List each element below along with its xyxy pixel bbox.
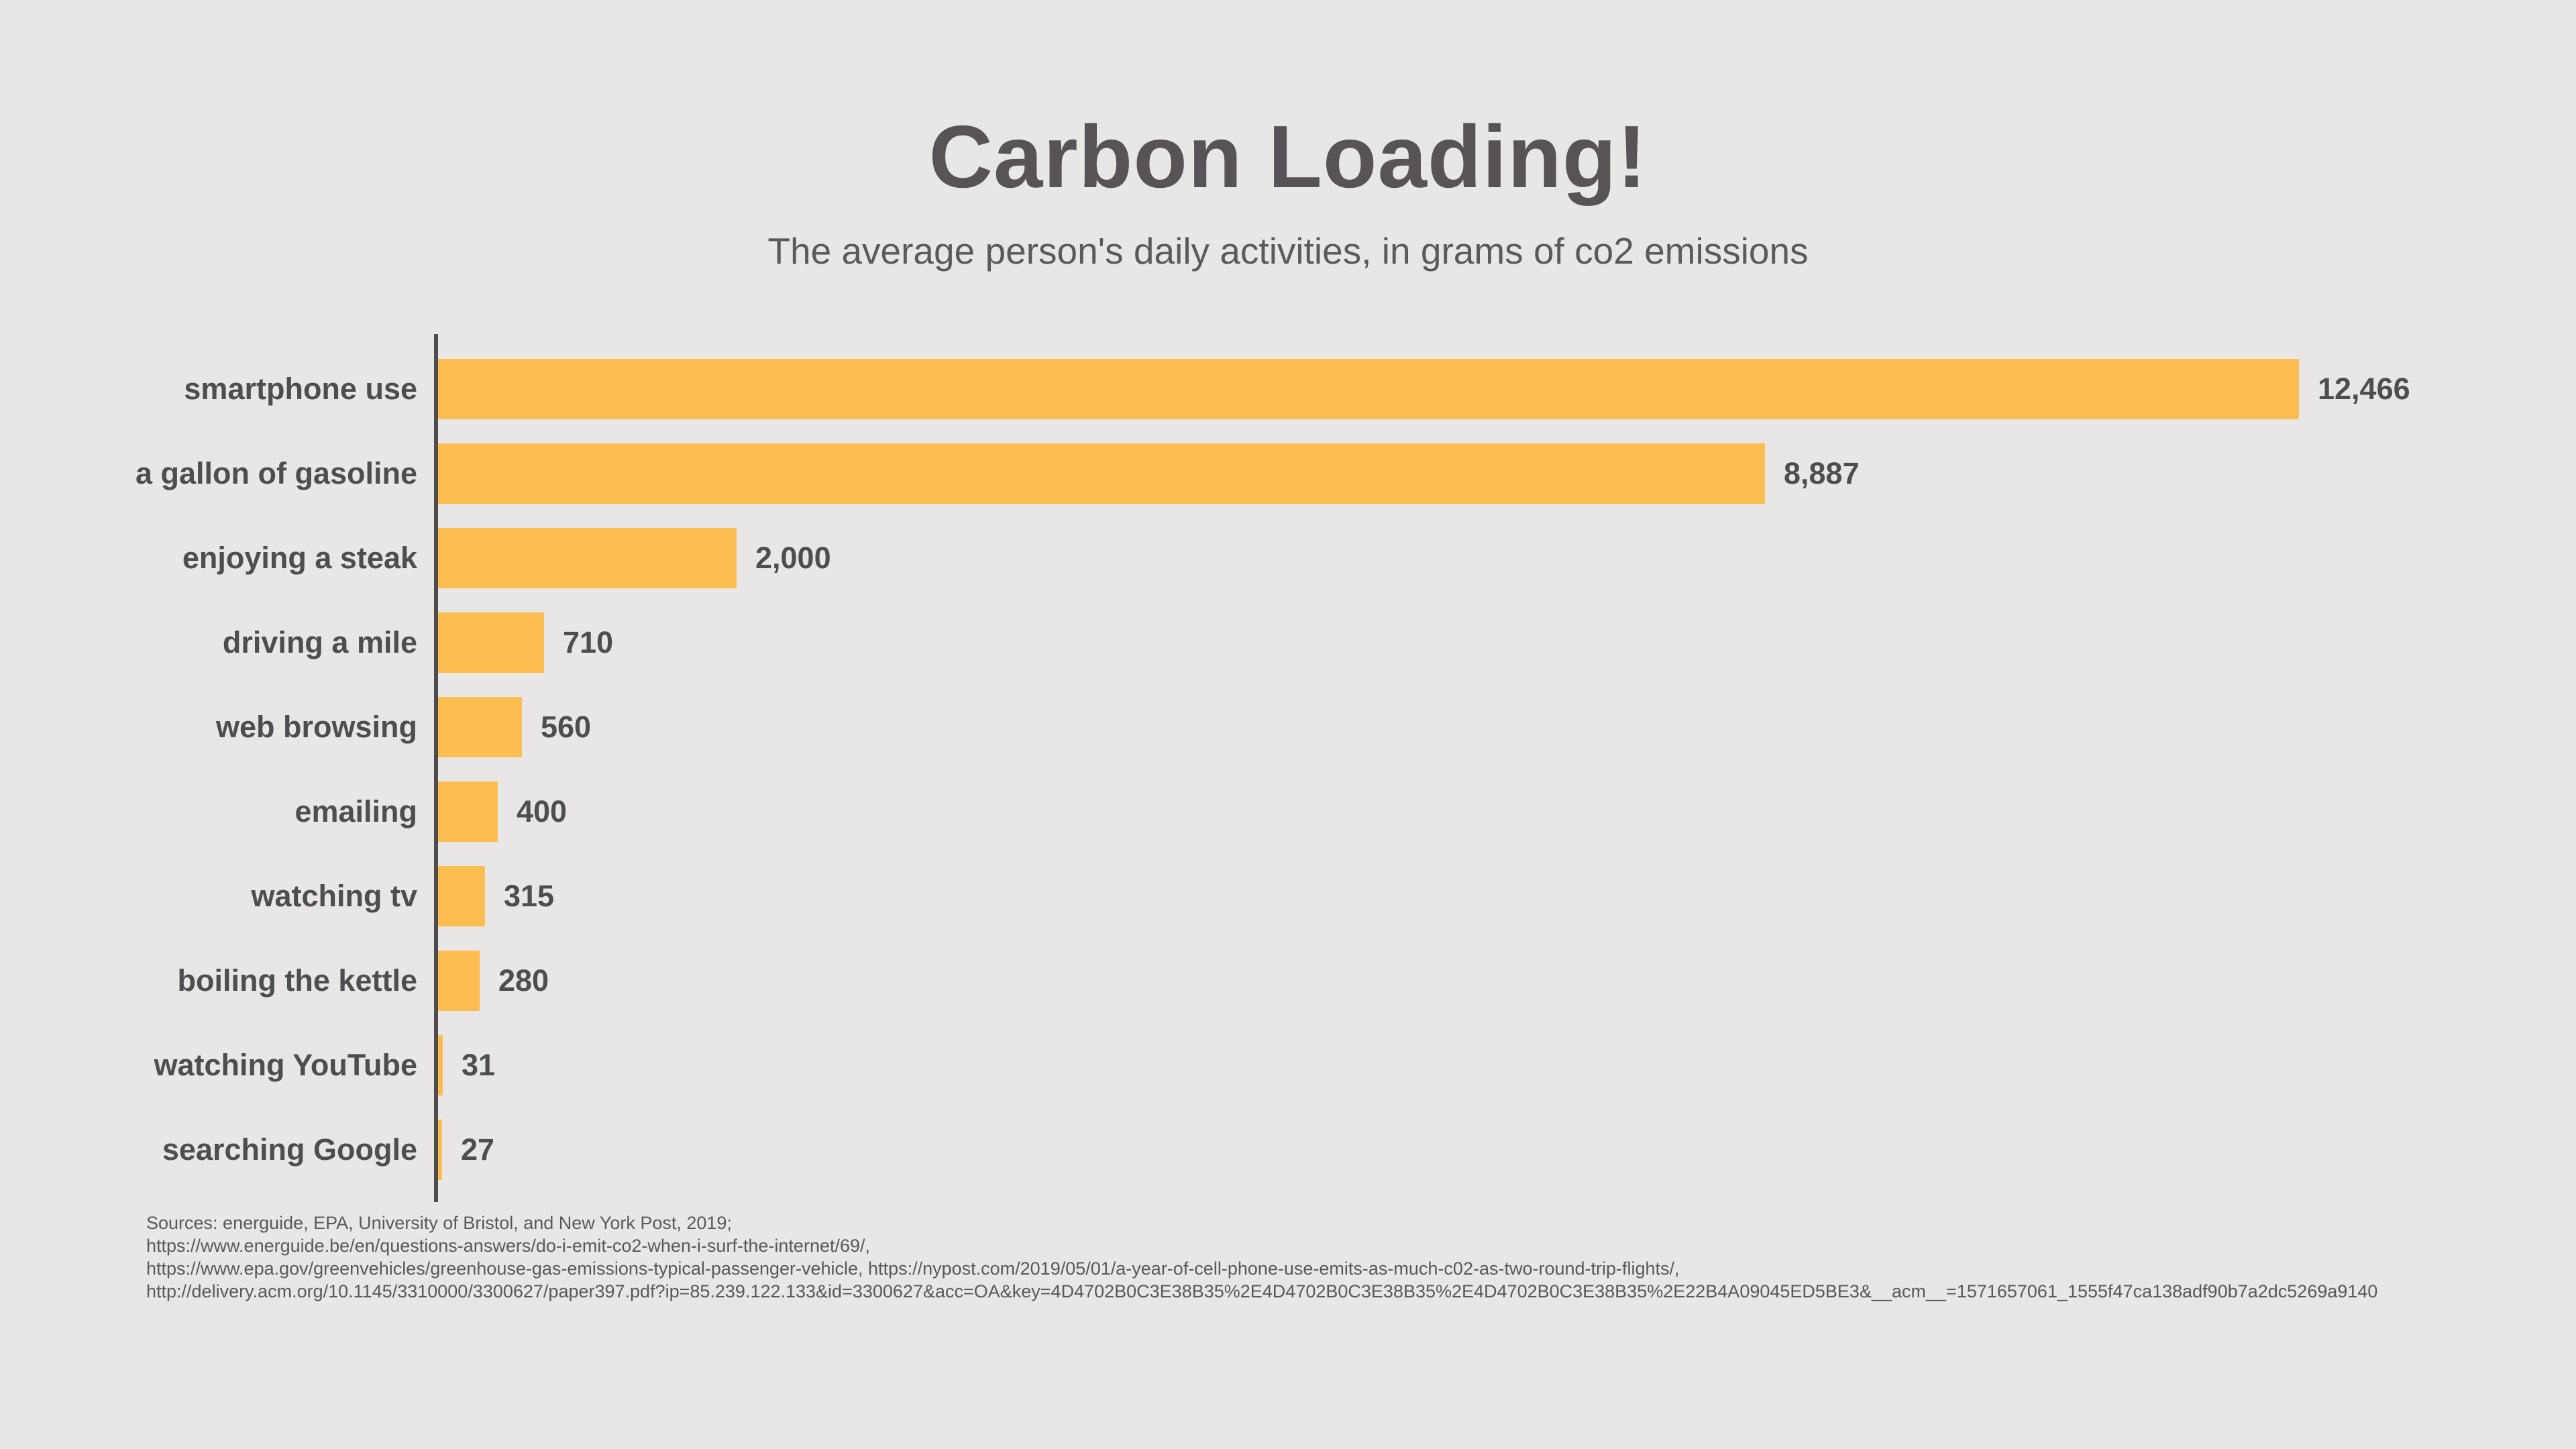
bar [438,443,1765,504]
bar-row: boiling the kettle 280 [0,938,2576,1023]
bar-category-label: searching Google [162,1132,417,1167]
bar [438,866,485,926]
bar-row: emailing 400 [0,769,2576,854]
bar-value-label: 2,000 [755,541,831,575]
bar-category-label: a gallon of gasoline [135,456,417,490]
bar-value-label: 31 [462,1048,496,1082]
sources-line: https://www.epa.gov/greenvehicles/greenh… [146,1258,1680,1279]
bar-value-label: 27 [461,1132,495,1167]
chart-title: Carbon Loading! [928,107,1648,206]
bar [438,782,498,842]
bar-row: driving a mile 710 [0,600,2576,685]
bar-row: watching tv 315 [0,854,2576,938]
bar-category-label: web browsing [215,710,417,744]
bar-category-label: watching tv [251,879,417,913]
y-axis-line [434,334,438,1202]
bar-row: searching Google 27 [0,1108,2576,1192]
bar-category-label: watching YouTube [154,1048,418,1082]
bar [438,528,737,588]
bar-row: smartphone use 12,466 [0,347,2576,431]
bar-value-label: 8,887 [1784,456,1860,490]
bar-category-label: enjoying a steak [182,541,417,575]
bar-value-label: 400 [517,794,568,828]
sources-line: Sources: energuide, EPA, University of B… [146,1213,732,1233]
bar-chart: smartphone use 12,466 a gallon of gasoline… [0,347,2576,1192]
bar-row: a gallon of gasoline 8,887 [0,431,2576,516]
bar-value-label: 315 [504,879,555,913]
bar-category-label: emailing [294,794,417,828]
bar-row: watching YouTube 31 [0,1023,2576,1108]
bar-value-label: 710 [563,625,614,659]
sources-line: https://www.energuide.be/en/questions-an… [146,1236,871,1256]
chart-subtitle: The average person's daily activities, i… [767,230,1809,272]
sources-block: Sources: energuide, EPA, University of B… [146,1212,2377,1303]
bar [438,612,544,673]
bar-category-label: smartphone use [184,372,417,406]
bar [438,1120,442,1180]
bar-category-label: boiling the kettle [177,963,417,998]
bar-row: web browsing 560 [0,685,2576,769]
bar-row: enjoying a steak 2,000 [0,516,2576,600]
bar [438,359,2299,419]
bar-category-label: driving a mile [222,625,417,659]
bar [438,951,480,1011]
bar [438,697,522,757]
bar-value-label: 280 [498,963,549,998]
bar-value-label: 12,466 [2318,372,2410,406]
sources-line: http://delivery.acm.org/10.1145/3310000/… [146,1281,2378,1301]
bar [438,1035,443,1095]
bar-value-label: 560 [541,710,592,744]
